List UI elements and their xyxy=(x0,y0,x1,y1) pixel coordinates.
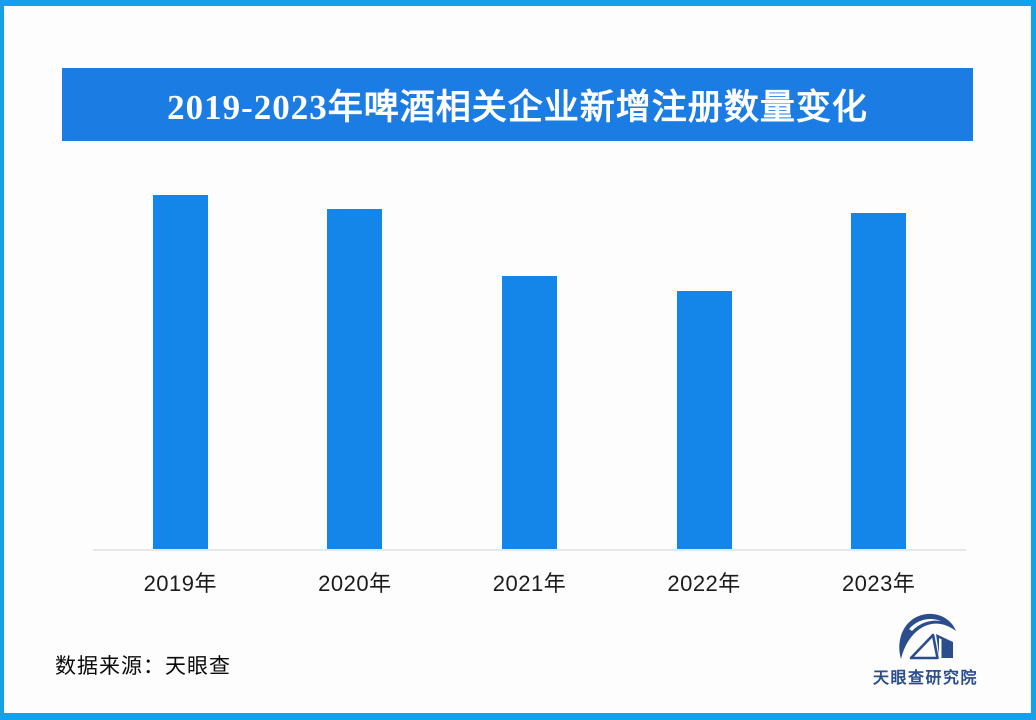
bar-2023年 xyxy=(851,213,907,549)
bar-2020年 xyxy=(327,209,383,549)
bar-cell xyxy=(617,195,792,549)
tianyancha-logo: 天眼查研究院 xyxy=(858,612,993,688)
bar-cell xyxy=(268,195,443,549)
x-axis-line xyxy=(93,549,966,551)
bar-cell xyxy=(791,195,966,549)
title-banner: 2019-2023年啤酒相关企业新增注册数量变化 xyxy=(62,68,973,141)
x-axis-label-2023年: 2023年 xyxy=(841,571,916,596)
bar-2019年 xyxy=(152,195,208,549)
x-axis-label-2020年: 2020年 xyxy=(318,571,392,596)
bar-cell xyxy=(442,195,617,549)
x-axis-labels: 2019年 2020年 2021年 2022年 2023年 xyxy=(93,566,966,598)
tianyancha-logo-icon xyxy=(898,613,956,660)
x-axis-label-2019年: 2019年 xyxy=(143,571,218,596)
bar-2022年 xyxy=(676,291,732,549)
chart-title: 2019-2023年啤酒相关企业新增注册数量变化 xyxy=(167,88,868,127)
data-source-note: 数据来源：天眼查 xyxy=(55,654,231,678)
x-axis-label-2022年: 2022年 xyxy=(667,571,741,596)
tianyancha-logo-text: 天眼查研究院 xyxy=(872,670,978,687)
bar-2021年 xyxy=(501,276,557,549)
bar-cell xyxy=(93,195,268,549)
bar-chart-plot-area xyxy=(93,195,966,549)
x-axis-label-2021年: 2021年 xyxy=(492,571,567,596)
